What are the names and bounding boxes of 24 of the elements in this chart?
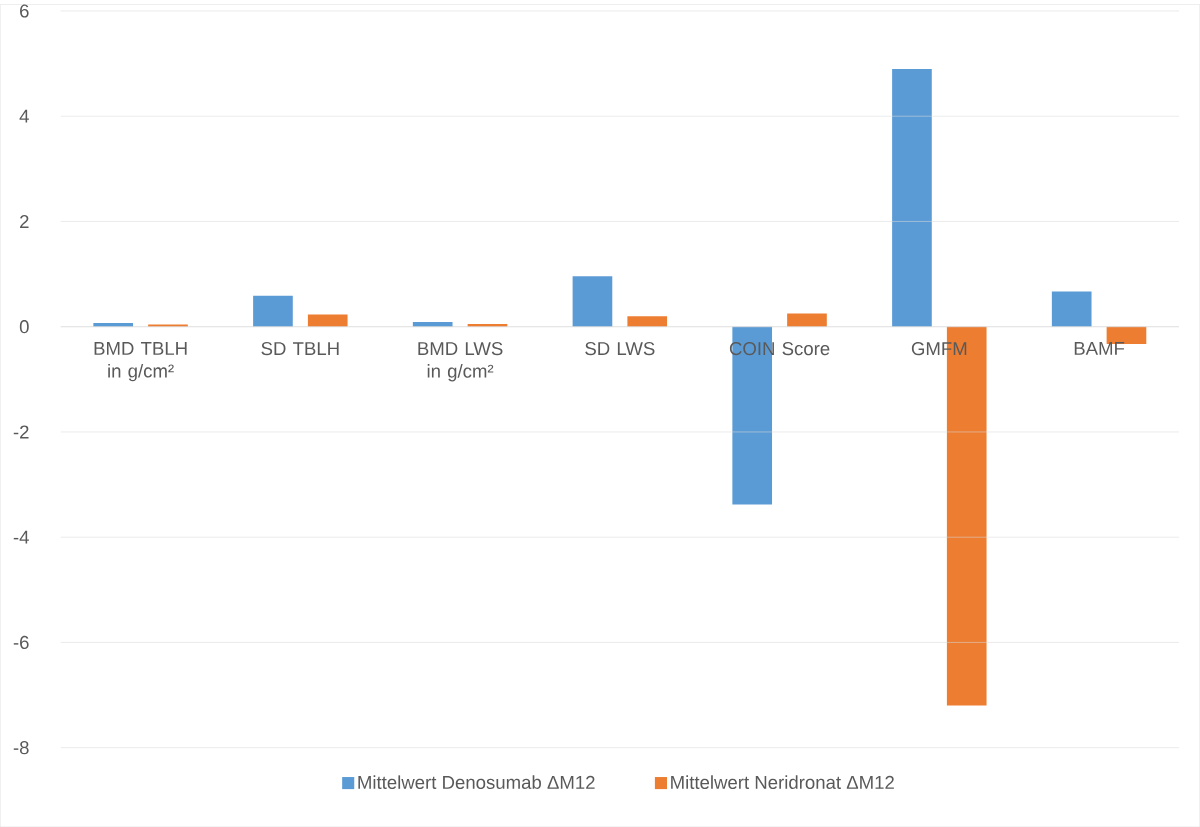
bar bbox=[627, 316, 668, 327]
x-tick-label: BAMF bbox=[1074, 341, 1125, 355]
bar bbox=[307, 314, 348, 327]
y-tick-label: -4 bbox=[13, 530, 29, 544]
y-tick-label: -6 bbox=[13, 635, 29, 649]
bar bbox=[253, 295, 293, 327]
legend-label: Mittelwert Neridronat ΔM12 bbox=[671, 775, 894, 789]
bar bbox=[1051, 291, 1092, 327]
x-tick-label: SD LWS bbox=[585, 341, 655, 356]
bar bbox=[787, 313, 827, 327]
legend-label: Mittelwert Denosumab ΔM12 bbox=[358, 775, 595, 789]
y-tick-label: 6 bbox=[20, 4, 29, 18]
bar bbox=[572, 276, 613, 327]
y-tick-label: 4 bbox=[19, 109, 29, 123]
x-tick-label: BMD TBLH in g/cm² bbox=[94, 341, 187, 382]
bar bbox=[892, 68, 932, 327]
x-tick-label: SD TBLH bbox=[261, 341, 339, 356]
y-tick-label: 0 bbox=[19, 319, 29, 334]
bar bbox=[1106, 326, 1147, 344]
y-tick-label: 2 bbox=[20, 214, 29, 228]
y-tick-label: -8 bbox=[13, 740, 29, 755]
y-tick-label: -2 bbox=[13, 425, 29, 439]
x-tick-label: BMD LWS in g/cm² bbox=[418, 341, 503, 382]
bar bbox=[732, 326, 773, 505]
